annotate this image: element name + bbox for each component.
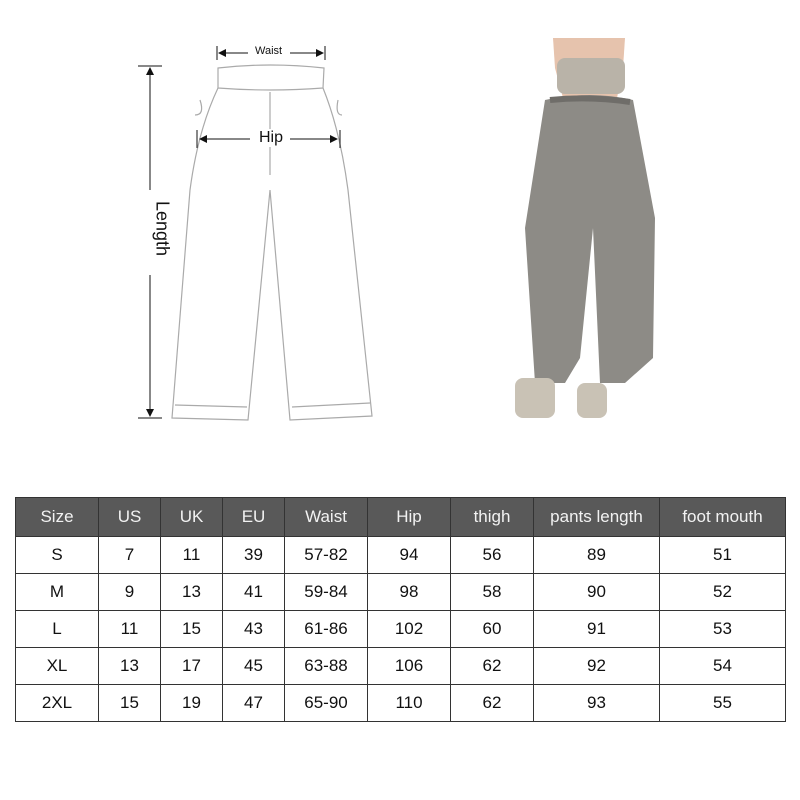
header-thigh: thigh: [450, 497, 534, 537]
model-photo: [505, 38, 655, 423]
table-cell: 7: [98, 536, 161, 574]
table-row: L 11 15 43 61-86 102 60 91 53: [15, 610, 786, 648]
table-cell: 106: [367, 647, 451, 685]
header-hip: Hip: [367, 497, 451, 537]
table-cell: 41: [222, 573, 285, 611]
table-cell: M: [15, 573, 99, 611]
header-uk: UK: [160, 497, 223, 537]
table-cell: 62: [450, 647, 534, 685]
table-cell: L: [15, 610, 99, 648]
table-cell: 43: [222, 610, 285, 648]
table-cell: 19: [160, 684, 223, 722]
header-us: US: [98, 497, 161, 537]
table-cell: 94: [367, 536, 451, 574]
table-cell: 2XL: [15, 684, 99, 722]
table-cell: 59-84: [284, 573, 368, 611]
table-cell: 89: [533, 536, 660, 574]
table-cell: 52: [659, 573, 786, 611]
table-cell: 9: [98, 573, 161, 611]
size-chart-table: Size US UK EU Waist Hip thigh pants leng…: [15, 497, 786, 722]
table-cell: 17: [160, 647, 223, 685]
table-cell: 62: [450, 684, 534, 722]
table-cell: 54: [659, 647, 786, 685]
table-cell: 60: [450, 610, 534, 648]
table-cell: XL: [15, 647, 99, 685]
table-cell: 51: [659, 536, 786, 574]
length-label: Length: [151, 194, 173, 263]
table-cell: 63-88: [284, 647, 368, 685]
table-row: M 9 13 41 59-84 98 58 90 52: [15, 573, 786, 611]
table-cell: 11: [98, 610, 161, 648]
table-cell: 57-82: [284, 536, 368, 574]
table-cell: 13: [160, 573, 223, 611]
hip-label: Hip: [255, 129, 288, 147]
table-cell: 102: [367, 610, 451, 648]
table-row: XL 13 17 45 63-88 106 62 92 54: [15, 647, 786, 685]
table-cell: 13: [98, 647, 161, 685]
waist-label: Waist: [252, 45, 286, 57]
table-cell: 61-86: [284, 610, 368, 648]
table-cell: 93: [533, 684, 660, 722]
table-cell: 47: [222, 684, 285, 722]
header-foot-mouth: foot mouth: [659, 497, 786, 537]
table-cell: 45: [222, 647, 285, 685]
table-cell: 65-90: [284, 684, 368, 722]
header-waist: Waist: [284, 497, 368, 537]
table-cell: 53: [659, 610, 786, 648]
table-cell: 98: [367, 573, 451, 611]
table-header-row: Size US UK EU Waist Hip thigh pants leng…: [15, 497, 786, 537]
pants-measurement-diagram: Waist Hip Length: [0, 0, 420, 440]
table-cell: 55: [659, 684, 786, 722]
header-eu: EU: [222, 497, 285, 537]
table-cell: 15: [98, 684, 161, 722]
table-cell: 92: [533, 647, 660, 685]
table-row: 2XL 15 19 47 65-90 110 62 93 55: [15, 684, 786, 722]
header-size: Size: [15, 497, 99, 537]
table-row: S 7 11 39 57-82 94 56 89 51: [15, 536, 786, 574]
table-cell: 91: [533, 610, 660, 648]
table-cell: 90: [533, 573, 660, 611]
table-cell: 39: [222, 536, 285, 574]
pants-sketch: [138, 46, 373, 421]
header-pants-length: pants length: [533, 497, 660, 537]
table-cell: 15: [160, 610, 223, 648]
table-cell: 110: [367, 684, 451, 722]
table-cell: S: [15, 536, 99, 574]
table-cell: 58: [450, 573, 534, 611]
table-cell: 11: [160, 536, 223, 574]
table-cell: 56: [450, 536, 534, 574]
